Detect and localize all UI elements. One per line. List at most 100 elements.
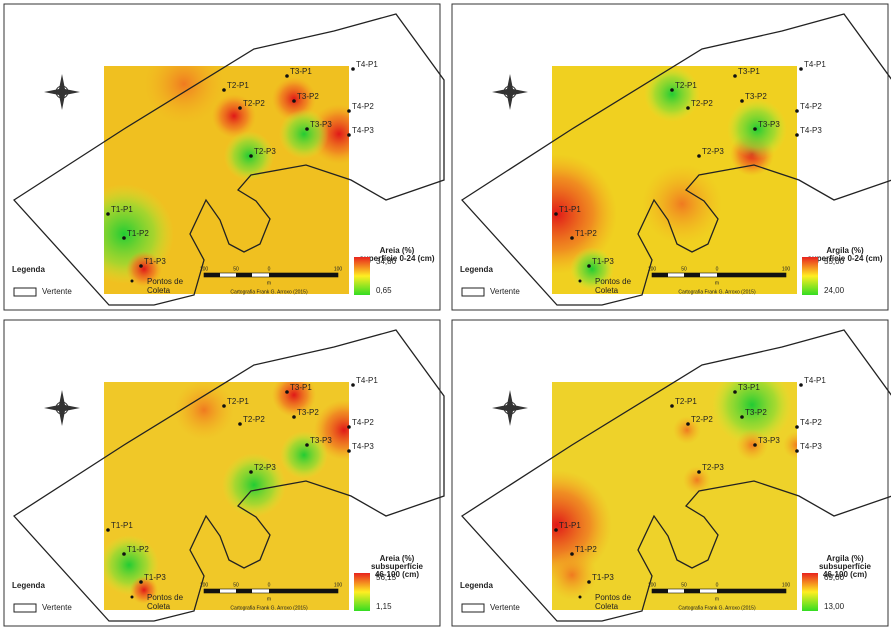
point-label: T1-P1 [559,205,581,214]
point-label: T4-P3 [800,126,822,135]
sample-point [554,212,558,216]
figure: T1-P1 T1-P2 T1-P3 T2-P1 T2-P2 T2-P3 T3-P1 T3-P2… [0,0,891,630]
legend-point-symbol [131,596,134,599]
sample-point [249,154,253,158]
point-label: T1-P2 [575,229,597,238]
sample-point [740,415,744,419]
legend-boundary: Vertente [490,603,520,612]
sample-point [570,236,574,240]
sample-point [122,552,126,556]
scale-tick: 50 [681,582,687,588]
legend-point-symbol [579,280,582,283]
scale-unit: m [715,596,719,602]
sample-point [139,264,143,268]
legend-points-2: Coleta [147,602,171,611]
scale-tick: 100 [782,582,791,588]
point-label: T2-P2 [691,99,713,108]
scale-tick: 50 [681,266,687,272]
heatmap-blob [547,550,597,600]
sample-point [347,449,351,453]
scale-tick: 100 [334,266,343,272]
point-label: T2-P3 [254,463,276,472]
color-ramp [802,257,818,295]
scale-seg [717,589,786,593]
sample-point [753,443,757,447]
legend-boundary: Vertente [42,287,72,296]
sample-point [347,133,351,137]
credit: Cartografia Frank G. Arroxo (2015) [230,605,308,611]
point-label: T1-P3 [144,257,166,266]
scale-unit: m [267,280,271,286]
legend-points-2: Coleta [147,286,171,295]
scale-seg [204,589,220,593]
scale-tick: 0 [716,582,719,588]
sample-point [122,236,126,240]
sample-point [285,74,289,78]
scale-tick: 0 [716,266,719,272]
color-ramp [802,573,818,611]
ramp-max: 69,00 [824,573,845,582]
heatmap-blob [174,380,234,440]
scale-seg [717,273,786,277]
point-label: T1-P3 [144,573,166,582]
point-label: T2-P1 [675,397,697,406]
point-label: T2-P2 [243,99,265,108]
sample-point [106,528,110,532]
scale-seg [236,273,252,277]
point-label: T3-P3 [310,120,332,129]
legend-title: Legenda [12,265,45,274]
sample-point [305,443,309,447]
point-label: T3-P2 [745,408,767,417]
map-panel: T1-P1T1-P2T1-P3T2-P1T2-P2T2-P3T3-P1T3-P2… [4,4,444,310]
heatmap [99,373,374,610]
sample-point [697,154,701,158]
ramp-max: 55,00 [824,257,845,266]
sample-point [292,99,296,103]
point-label: T3-P1 [290,383,312,392]
sample-point [222,88,226,92]
sample-point [351,383,355,387]
scale-tick: 100 [648,266,657,272]
legend-points-1: Pontos de [147,277,184,286]
point-label: T1-P3 [592,573,614,582]
point-label: T2-P1 [227,81,249,90]
sample-point [249,470,253,474]
point-label: T4-P1 [356,60,378,69]
point-label: T2-P1 [675,81,697,90]
map-panel: T1-P1T1-P2T1-P3T2-P1T2-P2T2-P3T3-P1T3-P2… [452,320,891,626]
point-label: T1-P1 [111,521,133,530]
scale-seg [204,273,220,277]
point-label: T3-P3 [310,436,332,445]
point-label: T2-P3 [254,147,276,156]
scale-tick: 50 [233,266,239,272]
credit: Cartografia Frank G. Arroxo (2015) [678,605,756,611]
point-label: T1-P2 [127,545,149,554]
legend-points-2: Coleta [595,286,619,295]
point-label: T4-P1 [356,376,378,385]
point-label: T3-P3 [758,120,780,129]
ramp-max: 34,80 [376,257,397,266]
sample-point [686,422,690,426]
sample-point [670,88,674,92]
point-label: T2-P3 [702,147,724,156]
point-label: T1-P3 [592,257,614,266]
legend-boundary: Vertente [490,287,520,296]
point-label: T4-P2 [800,418,822,427]
point-label: T3-P3 [758,436,780,445]
legend-title: Legenda [460,581,493,590]
ramp-title: superfície 0-24 (cm) [807,254,882,263]
credit: Cartografia Frank G. Arroxo (2015) [230,289,308,295]
legend-points-2: Coleta [595,602,619,611]
ramp-min: 1,15 [376,602,392,611]
ramp-max: 56,15 [376,573,397,582]
sample-point [139,580,143,584]
sample-point [670,404,674,408]
point-label: T4-P2 [352,418,374,427]
point-label: T3-P1 [290,67,312,76]
legend-points-1: Pontos de [595,277,632,286]
point-label: T3-P1 [738,383,760,392]
point-label: T4-P3 [352,442,374,451]
point-label: T4-P3 [800,442,822,451]
sample-point [795,109,799,113]
point-label: T2-P2 [691,415,713,424]
